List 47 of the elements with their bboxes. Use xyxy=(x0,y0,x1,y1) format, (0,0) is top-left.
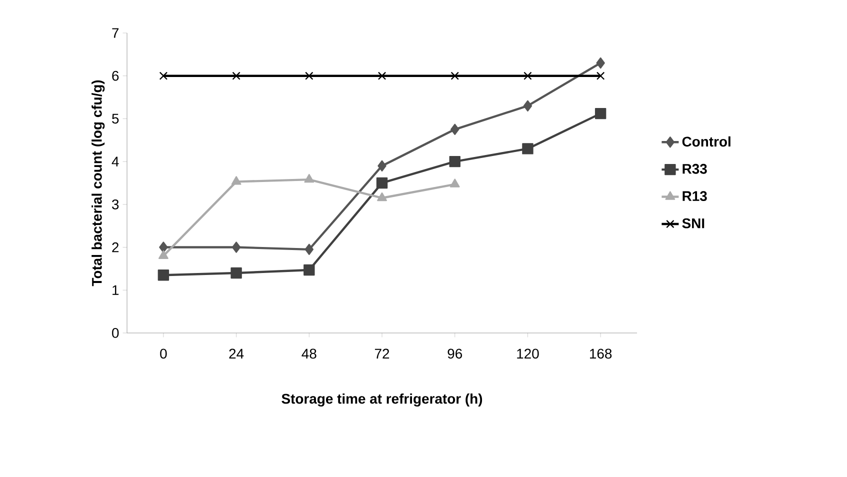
x-axis-title: Storage time at refrigerator (h) xyxy=(282,393,482,407)
point xyxy=(523,100,532,112)
y-tick-label: 7 xyxy=(112,28,119,38)
point xyxy=(159,72,168,80)
point xyxy=(450,124,460,136)
point xyxy=(450,178,460,188)
legend-label: SNI xyxy=(682,218,704,228)
x-tick-label: 24 xyxy=(229,348,244,358)
y-tick-label: 5 xyxy=(112,114,119,124)
x-tick-label: 120 xyxy=(517,348,539,359)
point xyxy=(159,242,168,253)
legend-label: R13 xyxy=(682,191,707,202)
point xyxy=(378,160,386,172)
point xyxy=(304,244,314,256)
point xyxy=(304,174,314,183)
point xyxy=(377,192,387,202)
point xyxy=(378,72,386,80)
x-tick-label: 48 xyxy=(302,348,316,359)
x-tick-label: 168 xyxy=(590,348,612,359)
point xyxy=(232,242,241,253)
point xyxy=(522,143,534,154)
legend-label: Control xyxy=(682,136,730,147)
point xyxy=(158,250,168,259)
point xyxy=(449,156,460,168)
y-axis-title: Total bacterial count (log cfu/g) xyxy=(92,80,105,286)
y-tick-label: 0 xyxy=(112,328,119,338)
point xyxy=(450,72,459,80)
y-tick-label: 4 xyxy=(112,156,119,166)
y-tick-label: 3 xyxy=(112,199,119,210)
point xyxy=(158,270,170,281)
point xyxy=(230,267,242,279)
y-tick-label: 1 xyxy=(112,285,119,295)
x-tick-label: 72 xyxy=(374,348,390,358)
legend-label: R33 xyxy=(682,164,707,174)
x-tick-label: 0 xyxy=(160,348,167,359)
point xyxy=(596,57,605,69)
point xyxy=(594,108,606,120)
x-tick-label: 96 xyxy=(448,348,462,359)
y-tick-label: 2 xyxy=(112,242,119,252)
point xyxy=(596,72,605,80)
point xyxy=(305,72,314,80)
y-tick-label: 6 xyxy=(112,70,119,81)
point xyxy=(232,72,240,80)
point xyxy=(376,177,388,189)
point xyxy=(231,176,242,185)
point xyxy=(304,264,315,276)
point xyxy=(524,72,532,80)
